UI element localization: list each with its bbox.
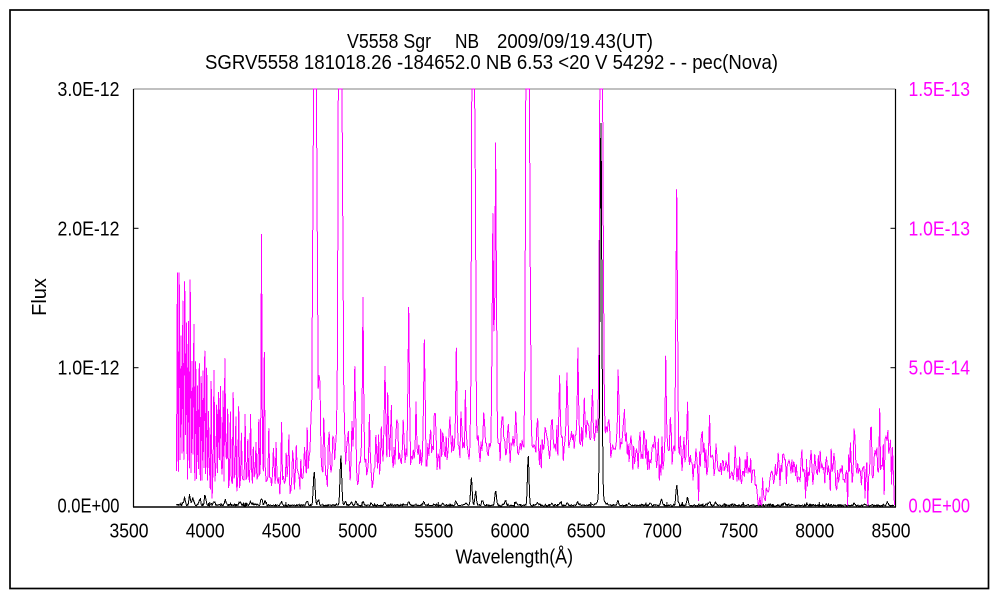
svg-text:6500: 6500 — [567, 521, 606, 543]
svg-text:0.0E+00: 0.0E+00 — [909, 496, 971, 518]
svg-text:Flux: Flux — [29, 278, 51, 316]
svg-text:7000: 7000 — [643, 521, 682, 543]
svg-text:4500: 4500 — [262, 521, 301, 543]
svg-text:SGRV5558 181018.26 -184652.0 N: SGRV5558 181018.26 -184652.0 NB 6.53 <20… — [205, 52, 778, 74]
svg-text:0.0E+00: 0.0E+00 — [58, 496, 120, 518]
svg-text:3500: 3500 — [110, 521, 149, 543]
svg-text:Wavelength(Å): Wavelength(Å) — [456, 546, 574, 569]
svg-text:1.0E-13: 1.0E-13 — [909, 218, 971, 240]
svg-text:7500: 7500 — [719, 521, 758, 543]
svg-text:1.5E-13: 1.5E-13 — [909, 79, 971, 101]
svg-text:NB: NB — [455, 31, 479, 53]
svg-text:5000: 5000 — [338, 521, 377, 543]
svg-text:2009/09/19.43(UT): 2009/09/19.43(UT) — [497, 31, 653, 53]
svg-text:4000: 4000 — [186, 521, 225, 543]
svg-text:6000: 6000 — [491, 521, 530, 543]
svg-text:5.0E-14: 5.0E-14 — [909, 358, 971, 380]
svg-text:8500: 8500 — [872, 521, 911, 543]
svg-text:V5558 Sgr: V5558 Sgr — [347, 31, 431, 53]
svg-text:2.0E-12: 2.0E-12 — [58, 218, 120, 240]
svg-text:5500: 5500 — [414, 521, 453, 543]
svg-text:8000: 8000 — [795, 521, 834, 543]
svg-text:1.0E-12: 1.0E-12 — [58, 358, 120, 380]
svg-text:3.0E-12: 3.0E-12 — [58, 79, 120, 101]
